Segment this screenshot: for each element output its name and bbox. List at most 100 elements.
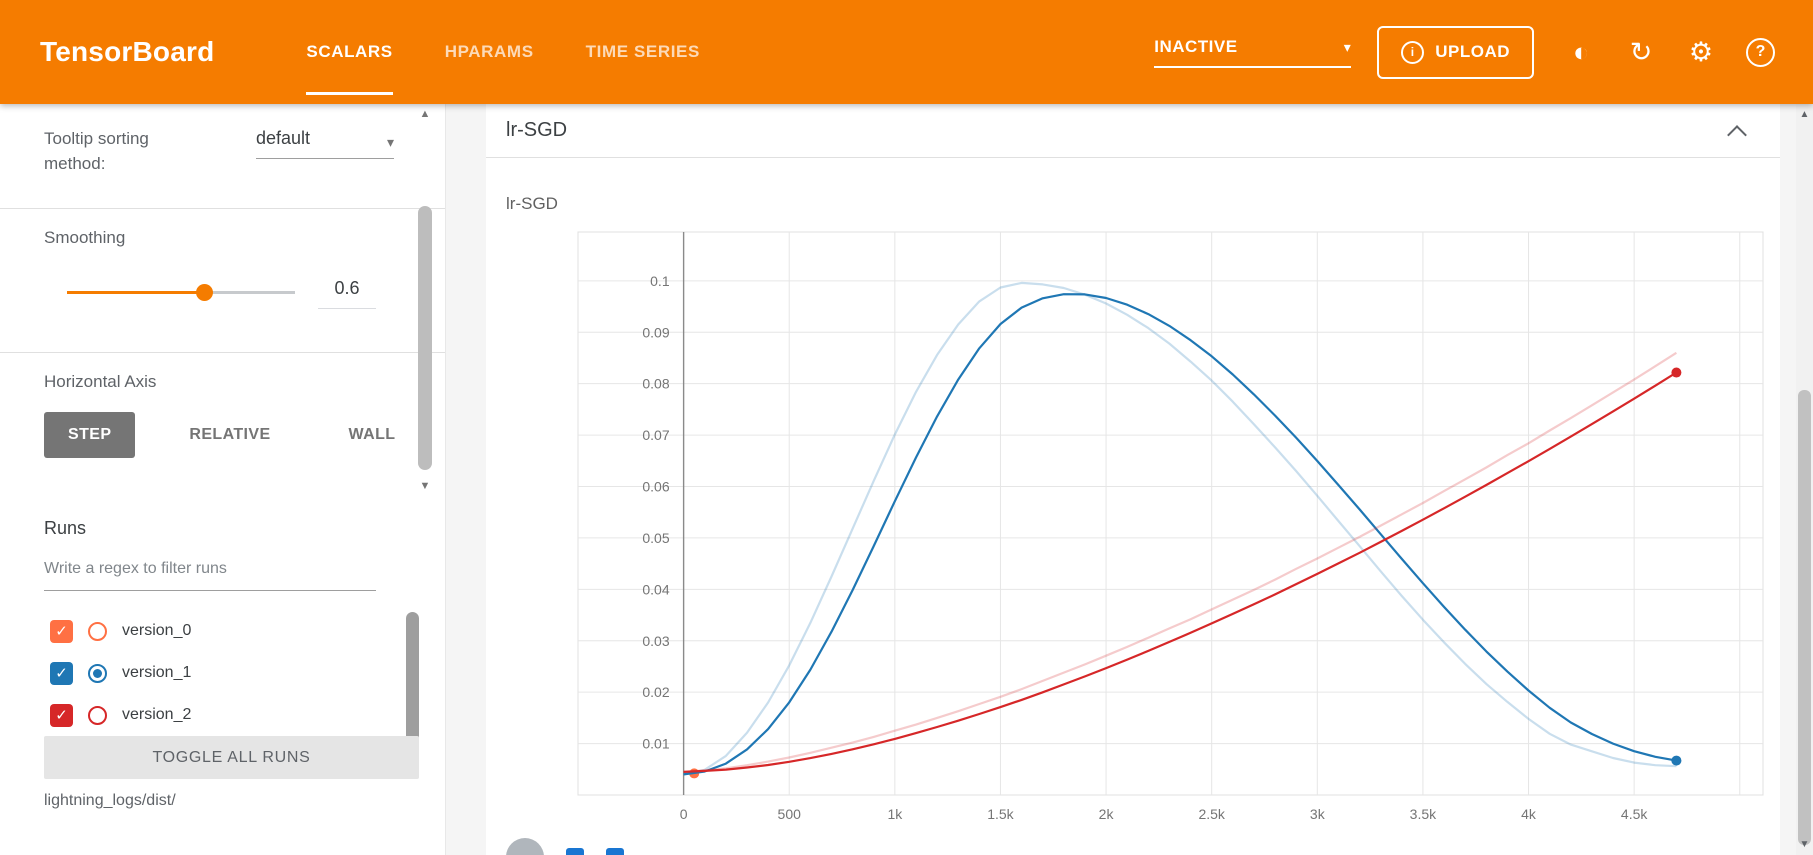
- svg-text:0.04: 0.04: [642, 581, 669, 597]
- run-list: ✓ version_0 ✓ version_1 ✓: [0, 610, 404, 736]
- collapse-chevron-icon[interactable]: [1727, 125, 1747, 145]
- scroll-up-icon[interactable]: ▲: [1799, 109, 1810, 120]
- tab-time-series[interactable]: TIME SERIES: [560, 0, 726, 104]
- svg-text:0.03: 0.03: [642, 633, 669, 649]
- main-content: lr-SGD lr-SGD 0 500 1k 1.5k 2k 2.5k 3k 3.5k 4k 4.…: [446, 104, 1796, 855]
- sidebar-scrollbar[interactable]: ▲ ▼: [414, 108, 436, 492]
- tooltip-sorting-value: default: [256, 128, 311, 148]
- svg-text:0.09: 0.09: [642, 324, 669, 340]
- svg-text:4.5k: 4.5k: [1621, 806, 1648, 822]
- divider: [0, 352, 445, 353]
- chevron-down-icon: ▾: [1343, 38, 1352, 55]
- status-dropdown[interactable]: INACTIVE ▾: [1154, 36, 1352, 68]
- check-icon: ✓: [55, 706, 68, 724]
- tooltip-sorting-label: Tooltip sorting method:: [44, 129, 149, 173]
- info-icon: i: [1401, 40, 1425, 64]
- sidebar: Tooltip sorting method: default ▾ Smooth…: [0, 104, 446, 855]
- svg-text:0.02: 0.02: [642, 684, 669, 700]
- chart-overflow-button[interactable]: [506, 838, 544, 855]
- horizontal-axis-label: Horizontal Axis: [44, 372, 157, 391]
- help-icon[interactable]: ?: [1746, 37, 1775, 67]
- smoothing-slider[interactable]: [67, 283, 295, 301]
- upload-button[interactable]: i UPLOAD: [1377, 25, 1534, 79]
- tab-time-series-label: TIME SERIES: [585, 42, 700, 61]
- svg-text:3k: 3k: [1310, 806, 1326, 822]
- tab-bar: SCALARS HPARAMS TIME SERIES: [280, 0, 726, 104]
- run-label: version_2: [122, 706, 192, 723]
- run-radio[interactable]: [88, 705, 107, 725]
- svg-text:1.5k: 1.5k: [987, 806, 1014, 822]
- svg-text:2k: 2k: [1099, 806, 1115, 822]
- app-title: TensorBoard: [40, 36, 215, 67]
- header-icons: ◐ ↻ ⚙ ?: [1566, 36, 1775, 67]
- toggle-all-runs-button[interactable]: TOGGLE ALL RUNS: [44, 736, 419, 779]
- check-icon: ✓: [55, 664, 68, 682]
- scalar-line-chart[interactable]: 0 500 1k 1.5k 2k 2.5k 3k 3.5k 4k 4.5k 0.01 0.02 0.03…: [486, 220, 1780, 840]
- run-checkbox[interactable]: ✓: [50, 619, 73, 643]
- run-radio[interactable]: [88, 621, 107, 641]
- svg-text:4k: 4k: [1521, 806, 1537, 822]
- svg-text:0.08: 0.08: [642, 376, 669, 392]
- slider-fill: [67, 291, 204, 294]
- page-scrollbar[interactable]: ▲ ▼: [1796, 104, 1813, 855]
- status-dropdown-label: INACTIVE: [1154, 36, 1238, 56]
- run-checkbox[interactable]: ✓: [50, 703, 73, 727]
- svg-text:0.05: 0.05: [642, 530, 669, 546]
- run-label: version_1: [122, 664, 192, 681]
- axis-step-button[interactable]: STEP: [44, 412, 136, 458]
- chevron-down-icon: ▾: [386, 134, 394, 150]
- settings-gear-icon[interactable]: ⚙: [1688, 36, 1714, 67]
- svg-text:0.01: 0.01: [642, 736, 669, 752]
- run-list-scrollbar-thumb[interactable]: [406, 612, 419, 742]
- scroll-down-icon[interactable]: ▼: [1799, 839, 1810, 850]
- log-directory-path: lightning_logs/dist/: [44, 792, 176, 809]
- run-row-version-0[interactable]: ✓ version_0: [0, 610, 404, 652]
- smoothing-value-field[interactable]: 0.6: [318, 278, 376, 309]
- scroll-up-icon[interactable]: ▲: [419, 108, 431, 120]
- chart-footer-actions: [506, 838, 624, 855]
- runs-section-title: Runs: [44, 518, 87, 538]
- scroll-down-icon[interactable]: ▼: [419, 480, 431, 492]
- chart-title: lr-SGD: [506, 194, 558, 213]
- svg-text:0: 0: [680, 806, 688, 822]
- smoothing-slider-thumb[interactable]: [195, 283, 213, 301]
- divider: [0, 208, 445, 209]
- run-row-version-1[interactable]: ✓ version_1: [0, 652, 404, 694]
- tab-scalars[interactable]: SCALARS: [280, 0, 418, 104]
- svg-text:500: 500: [778, 806, 802, 822]
- tab-scalars-label: SCALARS: [306, 42, 393, 61]
- axis-relative-button[interactable]: RELATIVE: [165, 412, 294, 458]
- scalar-group-header[interactable]: lr-SGD: [486, 104, 1780, 158]
- app-header: TensorBoard SCALARS HPARAMS TIME SERIES …: [0, 0, 1813, 104]
- runs-filter-input[interactable]: [44, 556, 376, 591]
- run-label: version_0: [122, 622, 192, 639]
- svg-text:3.5k: 3.5k: [1410, 806, 1437, 822]
- check-icon: ✓: [55, 622, 68, 640]
- run-checkbox[interactable]: ✓: [50, 661, 73, 685]
- svg-text:0.1: 0.1: [650, 273, 670, 289]
- scalar-chart-card: lr-SGD 0 500 1k 1.5k 2k 2.5k 3k 3.5k 4k 4.5k 0.01 0…: [486, 158, 1780, 855]
- horizontal-axis-buttons: STEP RELATIVE WALL: [44, 412, 419, 458]
- sidebar-scrollbar-thumb[interactable]: [418, 206, 432, 470]
- axis-wall-button[interactable]: WALL: [325, 412, 420, 458]
- refresh-icon[interactable]: ↻: [1629, 36, 1653, 67]
- scalar-group-title: lr-SGD: [506, 119, 568, 141]
- svg-text:0.06: 0.06: [642, 479, 669, 495]
- radio-dot: [93, 668, 102, 678]
- contrast-theme-icon[interactable]: ◐: [1572, 36, 1590, 67]
- chart-action-icon-2[interactable]: [606, 848, 624, 855]
- tab-hparams-label: HPARAMS: [444, 42, 534, 61]
- run-row-version-2[interactable]: ✓ version_2: [0, 694, 404, 736]
- header-spacer: [726, 0, 1154, 104]
- page-scrollbar-thumb[interactable]: [1798, 390, 1811, 845]
- tooltip-sorting-dropdown[interactable]: default ▾: [256, 128, 394, 159]
- upload-label: UPLOAD: [1435, 42, 1510, 61]
- chart-action-icon-1[interactable]: [566, 848, 584, 855]
- tab-hparams[interactable]: HPARAMS: [419, 0, 560, 104]
- smoothing-label: Smoothing: [44, 228, 126, 247]
- svg-text:1k: 1k: [887, 806, 903, 822]
- svg-text:0.07: 0.07: [642, 427, 669, 443]
- svg-text:2.5k: 2.5k: [1198, 806, 1225, 822]
- run-radio[interactable]: [88, 663, 107, 683]
